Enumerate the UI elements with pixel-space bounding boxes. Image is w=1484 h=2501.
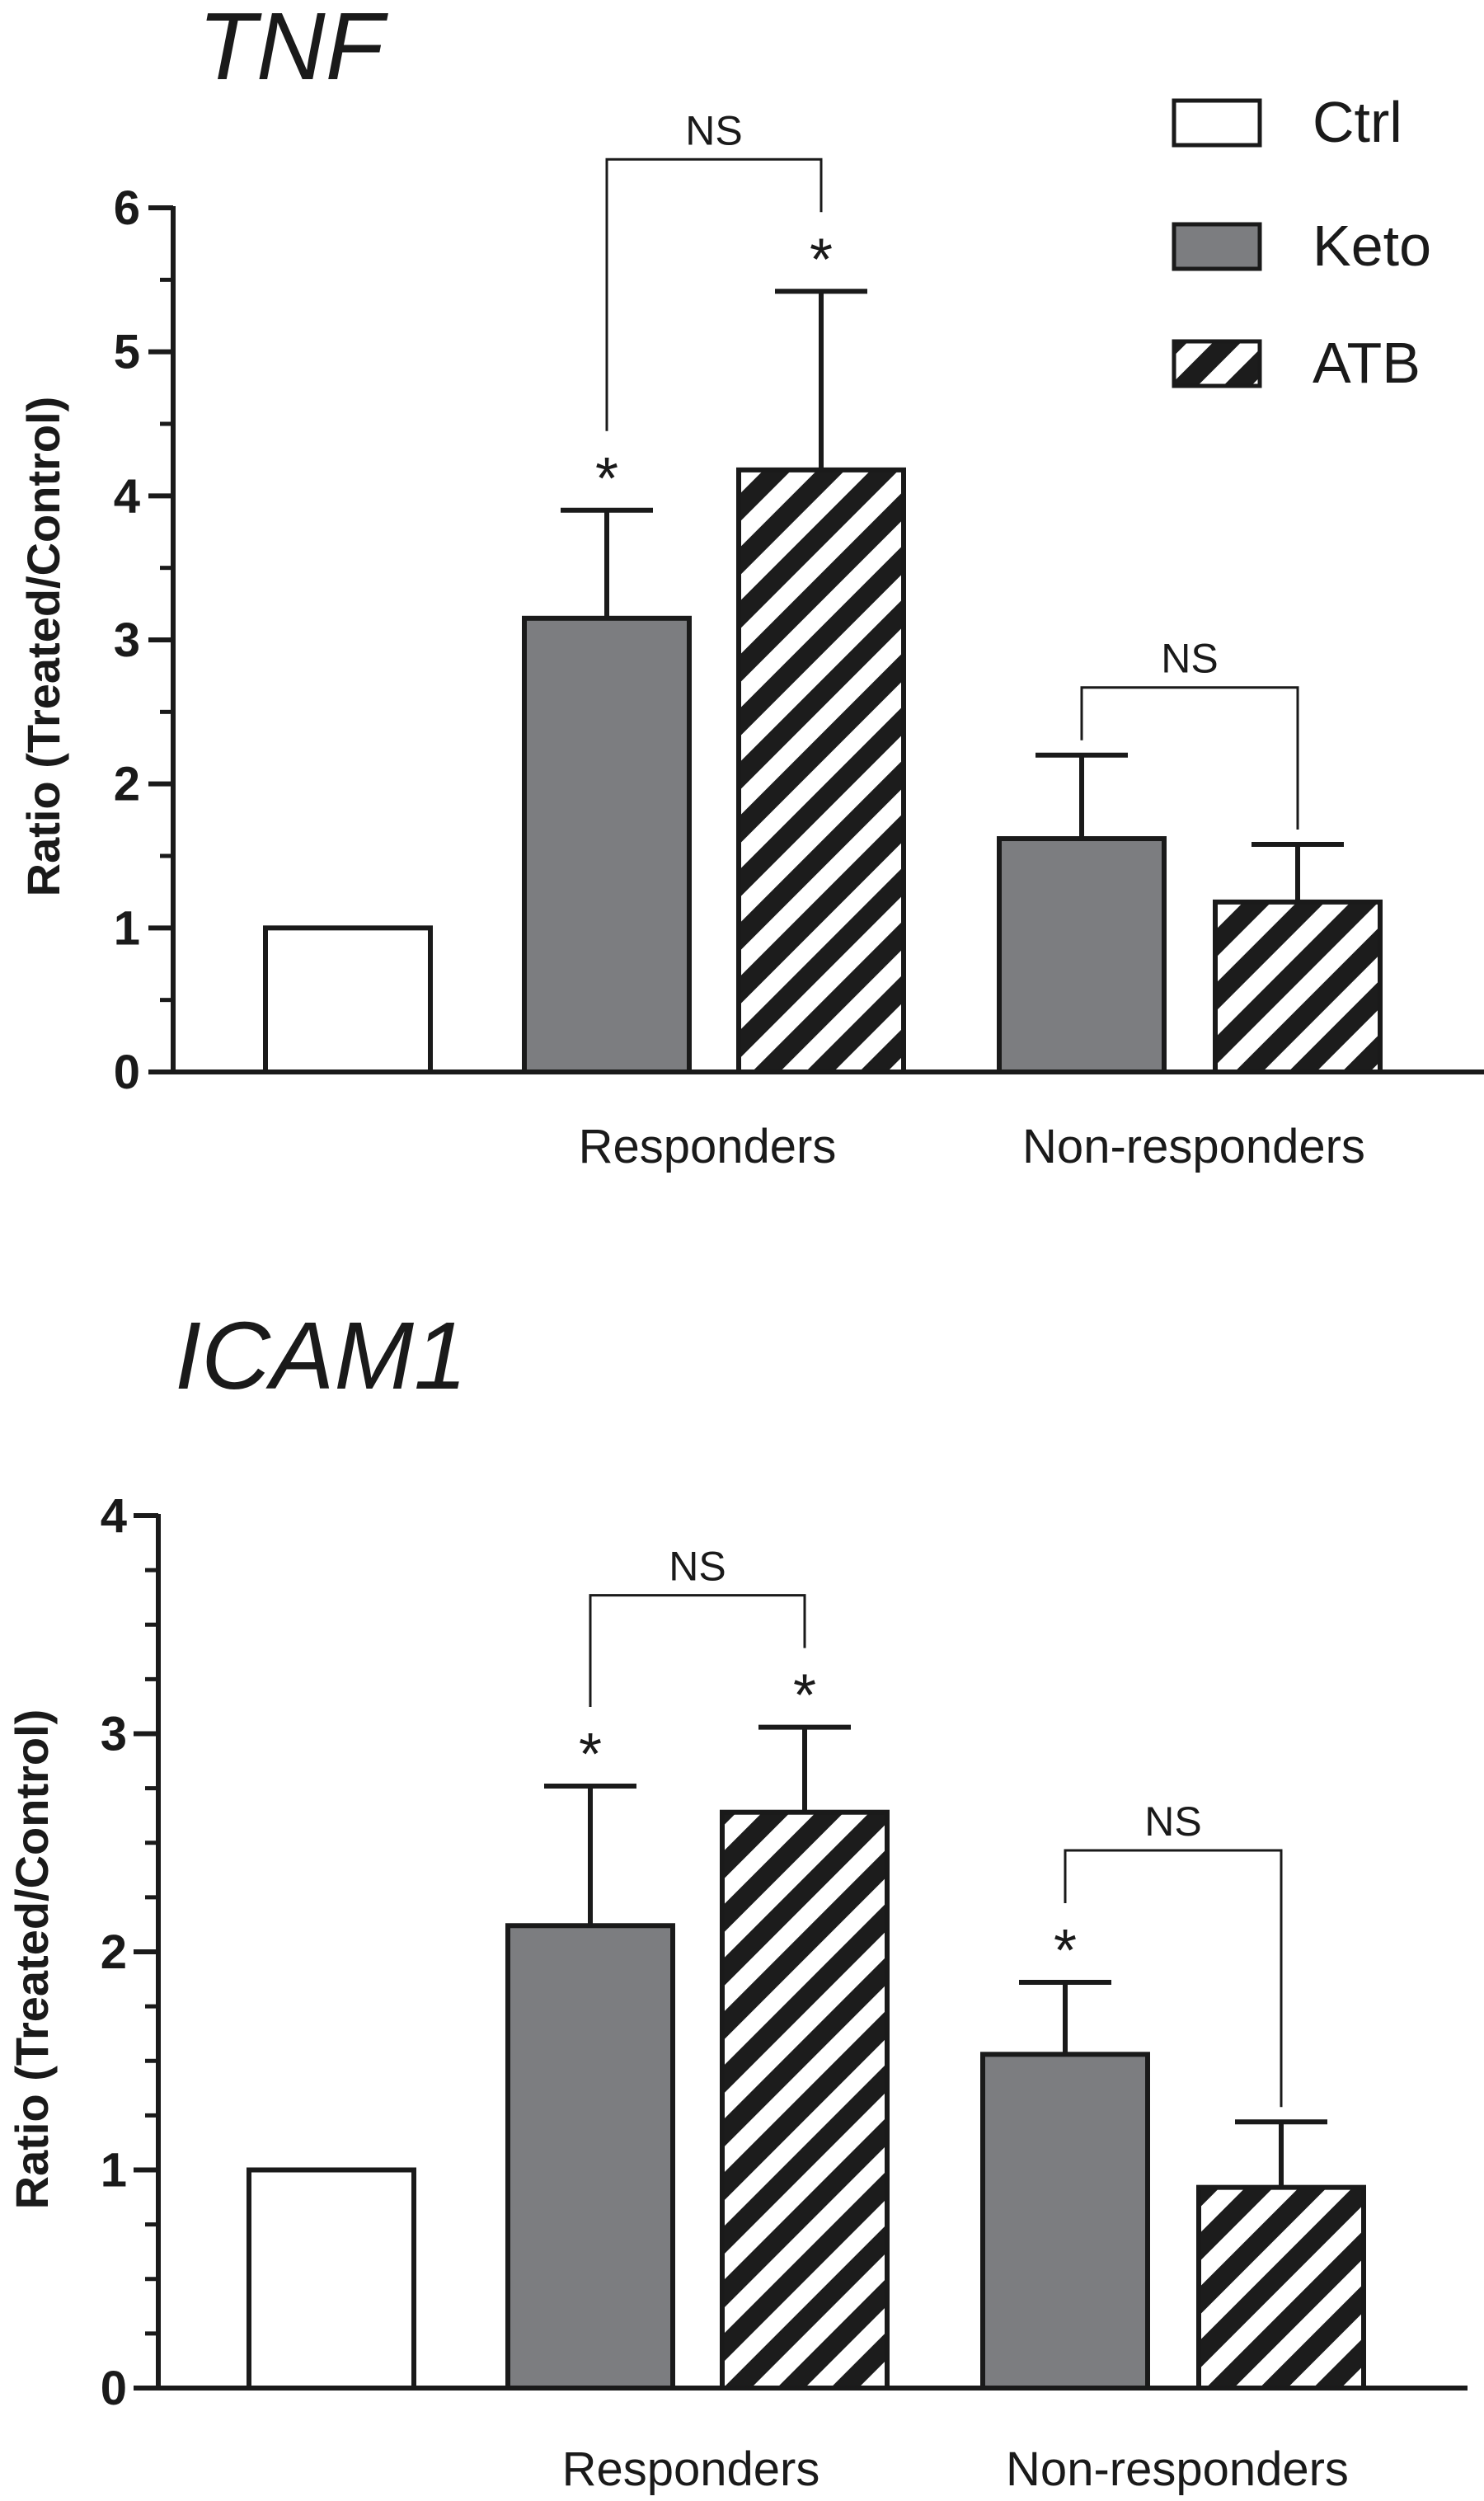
- tnf-bar-keto-responders: [522, 615, 692, 1074]
- tnf-y-tick-label: 5: [114, 326, 140, 379]
- icam1-bar-atb-responders: [720, 1809, 890, 2391]
- legend: Ctrl Keto ATB: [1172, 90, 1431, 395]
- tnf-bar-atb-non-responders: [1213, 899, 1383, 1074]
- tnf-y-tick-label: 3: [114, 613, 140, 667]
- icam1-significance-star: *: [793, 1663, 816, 1729]
- legend-item-atb: ATB: [1172, 331, 1421, 395]
- icam1-comparison-bracket: [1064, 1849, 1283, 2108]
- tnf-bar-keto-non-responders: [997, 836, 1167, 1074]
- icam1-bar-keto-responders: [505, 1923, 675, 2391]
- tnf-y-axis-label: Ratio (Treated/Control): [17, 397, 69, 897]
- tnf-comparison-bracket: [1080, 686, 1299, 830]
- legend-label-atb: ATB: [1313, 331, 1421, 395]
- icam1-group-label-responders: Responders: [562, 2442, 820, 2496]
- icam1-annotations: * * * NS NS: [579, 1544, 1283, 2108]
- icam1-bars: [247, 1724, 1366, 2391]
- legend-swatch-atb: [1172, 339, 1262, 388]
- legend-label-keto: Keto: [1313, 214, 1431, 278]
- tnf-significance-star: *: [595, 446, 618, 512]
- legend-swatch-keto: [1172, 222, 1262, 271]
- tnf-comparison-label: NS: [1161, 636, 1218, 682]
- icam1-comparison-label: NS: [669, 1544, 726, 1590]
- icam1-bar-ctrl-baseline: [247, 2167, 416, 2391]
- tnf-y-tick-label: 2: [114, 758, 140, 811]
- icam1-title: ICAM1: [175, 1302, 467, 1409]
- icam1-y-tick-label: 1: [101, 2144, 127, 2198]
- tnf-bars: [263, 289, 1383, 1075]
- tnf-title: TNF: [198, 0, 389, 100]
- tnf-bar-atb-responders: [736, 467, 906, 1074]
- tnf-y-tick-label: 1: [114, 901, 140, 955]
- tnf-annotations: * * NS NS: [595, 107, 1299, 830]
- icam1-y-tick-label: 2: [101, 1925, 127, 1979]
- tnf-y-tick-label: 0: [114, 1046, 140, 1099]
- icam1-significance-star: *: [1054, 1918, 1077, 1984]
- icam1-y-tick-label: 4: [101, 1489, 127, 1543]
- icam1-y-tick-label: 3: [101, 1708, 127, 1761]
- icam1-panel: ICAM1 Ratio (Treated/Control) 0 1 2 3 4 * * * N…: [6, 1302, 1468, 2496]
- tnf-y-tick-label: 4: [114, 469, 140, 523]
- icam1-bar-keto-non-responders: [980, 2052, 1150, 2391]
- tnf-group-label-non-responders: Non-responders: [1022, 1120, 1365, 1173]
- icam1-comparison-label: NS: [1144, 1798, 1201, 1845]
- icam1-group-label-non-responders: Non-responders: [1006, 2442, 1349, 2496]
- icam1-y-tick-label: 0: [101, 2362, 127, 2415]
- icam1-comparison-bracket: [589, 1594, 806, 1707]
- legend-swatch-ctrl: [1172, 98, 1262, 148]
- tnf-comparison-label: NS: [685, 107, 742, 153]
- tnf-bar-ctrl-baseline: [263, 925, 433, 1075]
- icam1-bar-atb-non-responders: [1196, 2184, 1366, 2391]
- legend-label-ctrl: Ctrl: [1313, 90, 1402, 154]
- tnf-significance-star: *: [810, 227, 833, 293]
- legend-item-keto: Keto: [1172, 214, 1431, 278]
- icam1-y-axis-label: Ratio (Treated/Control): [6, 1709, 58, 2210]
- tnf-group-label-responders: Responders: [579, 1120, 837, 1173]
- icam1-significance-star: *: [579, 1722, 602, 1788]
- tnf-comparison-bracket: [605, 157, 823, 431]
- tnf-y-tick-label: 6: [114, 181, 140, 235]
- tnf-panel: TNF Ratio (Treated/Control) 0 1 2 3 4 5 6 * * NS…: [17, 0, 1484, 1173]
- legend-item-ctrl: Ctrl: [1172, 90, 1402, 154]
